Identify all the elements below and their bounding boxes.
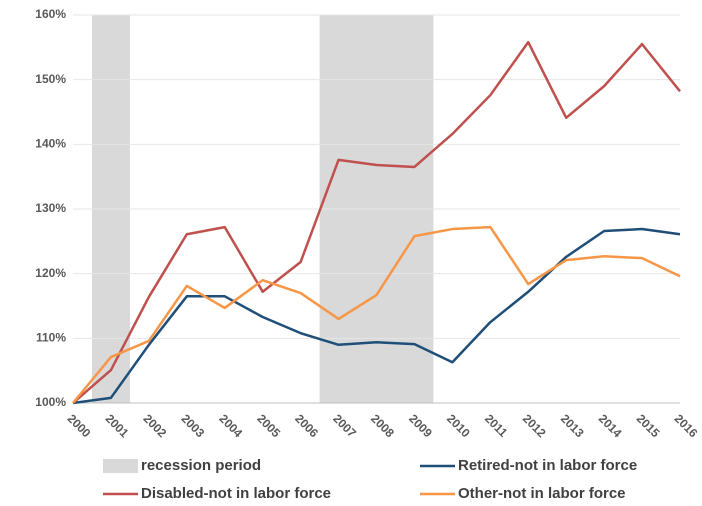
y-tick-label: 140% xyxy=(35,137,66,151)
legend-swatch xyxy=(103,459,138,473)
x-tick-label: 2001 xyxy=(103,411,132,440)
x-tick-label: 2009 xyxy=(406,411,435,440)
y-tick-label: 110% xyxy=(36,331,66,345)
x-tick-label: 2016 xyxy=(672,411,701,440)
x-tick-label: 2008 xyxy=(368,411,397,440)
y-tick-label: 130% xyxy=(35,201,66,215)
x-tick-label: 2003 xyxy=(178,411,207,440)
x-tick-label: 2000 xyxy=(65,411,94,440)
y-tick-label: 100% xyxy=(35,395,66,409)
x-tick-label: 2002 xyxy=(141,411,170,440)
x-tick-label: 2012 xyxy=(520,411,549,440)
y-tick-label: 160% xyxy=(35,7,66,21)
legend-text: Retired-not in labor force xyxy=(458,457,637,474)
x-tick-label: 2006 xyxy=(292,411,321,440)
series-line xyxy=(72,227,681,405)
x-tick-label: 2011 xyxy=(482,411,511,440)
series-line xyxy=(72,225,681,404)
x-tick-label: 2010 xyxy=(444,411,473,440)
y-tick-label: 150% xyxy=(35,72,66,86)
y-tick-label: 120% xyxy=(35,266,66,280)
legend-text: Disabled-not in labor force xyxy=(141,485,331,502)
x-tick-label: 2007 xyxy=(330,411,359,440)
x-tick-label: 2005 xyxy=(254,411,283,440)
x-tick-label: 2014 xyxy=(596,411,625,440)
legend-text: Other-not in labor force xyxy=(458,485,626,502)
series-line xyxy=(72,40,681,404)
x-tick-label: 2013 xyxy=(558,411,587,440)
x-tick-label: 2015 xyxy=(634,411,663,440)
x-tick-label: 2004 xyxy=(216,411,245,440)
legend-text: recession period xyxy=(141,457,261,474)
